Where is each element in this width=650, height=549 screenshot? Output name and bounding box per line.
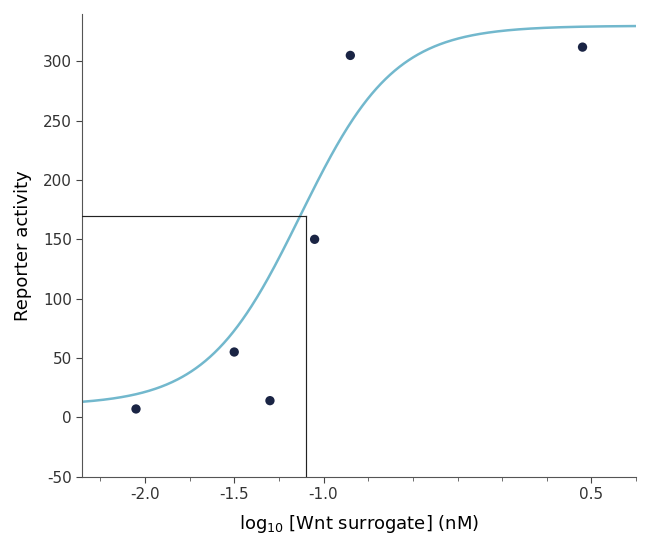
Point — [131, 405, 141, 413]
Point — [577, 43, 588, 52]
Point — [309, 235, 320, 244]
Point — [345, 51, 356, 60]
X-axis label: log$_{10}$ [Wnt surrogate] (nM): log$_{10}$ [Wnt surrogate] (nM) — [239, 513, 480, 535]
Point — [229, 348, 239, 356]
Y-axis label: Reporter activity: Reporter activity — [14, 170, 32, 321]
Point — [265, 396, 275, 405]
